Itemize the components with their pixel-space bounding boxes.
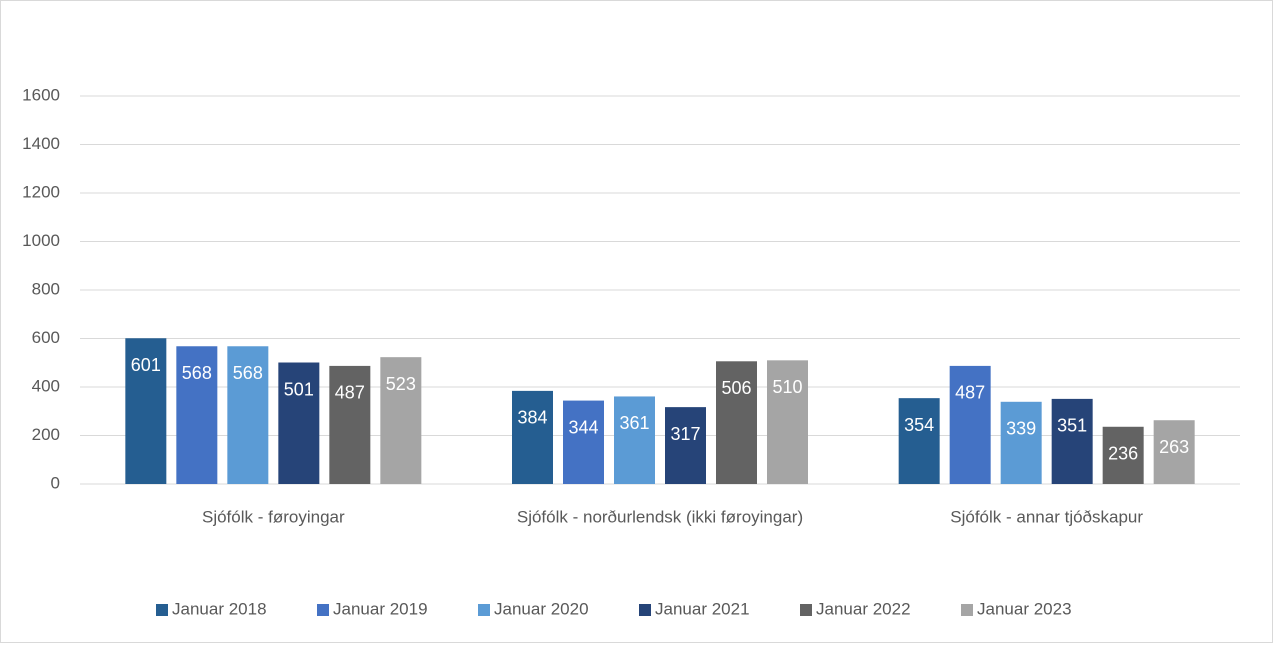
bar — [767, 360, 808, 484]
bar — [898, 398, 940, 484]
bar — [125, 338, 167, 484]
y-tick-label: 400 — [32, 376, 60, 395]
data-label: 568 — [182, 363, 212, 383]
bar — [227, 346, 269, 484]
bar — [563, 400, 604, 484]
bar — [1000, 401, 1042, 484]
legend-swatch — [961, 604, 973, 616]
legend-label: Januar 2022 — [816, 599, 911, 618]
bar — [176, 346, 218, 484]
bar — [614, 396, 655, 484]
data-label: 236 — [1108, 444, 1138, 464]
bar — [278, 362, 320, 484]
x-tick-label: Sjófólk - annar tjóðskapur — [950, 507, 1143, 526]
legend-swatch — [317, 604, 329, 616]
data-label: 361 — [619, 413, 649, 433]
legend-label: Januar 2020 — [494, 599, 589, 618]
legend-swatch — [800, 604, 812, 616]
y-tick-label: 1000 — [22, 231, 60, 250]
y-tick-label: 200 — [32, 425, 60, 444]
bar — [1051, 398, 1093, 484]
y-tick-label: 1400 — [22, 134, 60, 153]
legend-swatch — [639, 604, 651, 616]
bar — [512, 390, 553, 484]
data-label: 354 — [904, 415, 934, 435]
bar — [1153, 420, 1195, 484]
x-tick-label: Sjófólk - norðurlendsk (ikki føroyingar) — [517, 507, 803, 526]
bar — [949, 365, 991, 484]
bar — [665, 407, 706, 484]
legend-label: Januar 2021 — [655, 599, 750, 618]
legend-swatch — [156, 604, 168, 616]
y-tick-label: 1200 — [22, 182, 60, 201]
y-tick-label: 1600 — [22, 85, 60, 104]
data-label: 568 — [233, 363, 263, 383]
bar — [380, 357, 422, 484]
data-label: 601 — [131, 355, 161, 375]
bar — [1102, 426, 1144, 484]
legend-label: Januar 2023 — [977, 599, 1072, 618]
data-label: 317 — [670, 424, 700, 444]
legend-label: Januar 2019 — [333, 599, 428, 618]
data-label: 506 — [721, 378, 751, 398]
bar — [716, 361, 757, 484]
data-label: 487 — [955, 383, 985, 403]
legend-label: Januar 2018 — [172, 599, 267, 618]
bar — [329, 365, 371, 484]
data-label: 384 — [517, 408, 547, 428]
data-label: 523 — [386, 374, 416, 394]
data-label: 501 — [284, 379, 314, 399]
data-label: 487 — [335, 383, 365, 403]
y-tick-label: 800 — [32, 279, 60, 298]
data-label: 339 — [1006, 419, 1036, 439]
data-label: 510 — [772, 377, 802, 397]
x-tick-label: Sjófólk - føroyingar — [202, 507, 345, 526]
data-label: 344 — [568, 417, 598, 437]
y-tick-label: 0 — [51, 473, 60, 492]
data-label: 351 — [1057, 416, 1087, 436]
y-tick-label: 600 — [32, 328, 60, 347]
legend-swatch — [478, 604, 490, 616]
data-label: 263 — [1159, 437, 1189, 457]
